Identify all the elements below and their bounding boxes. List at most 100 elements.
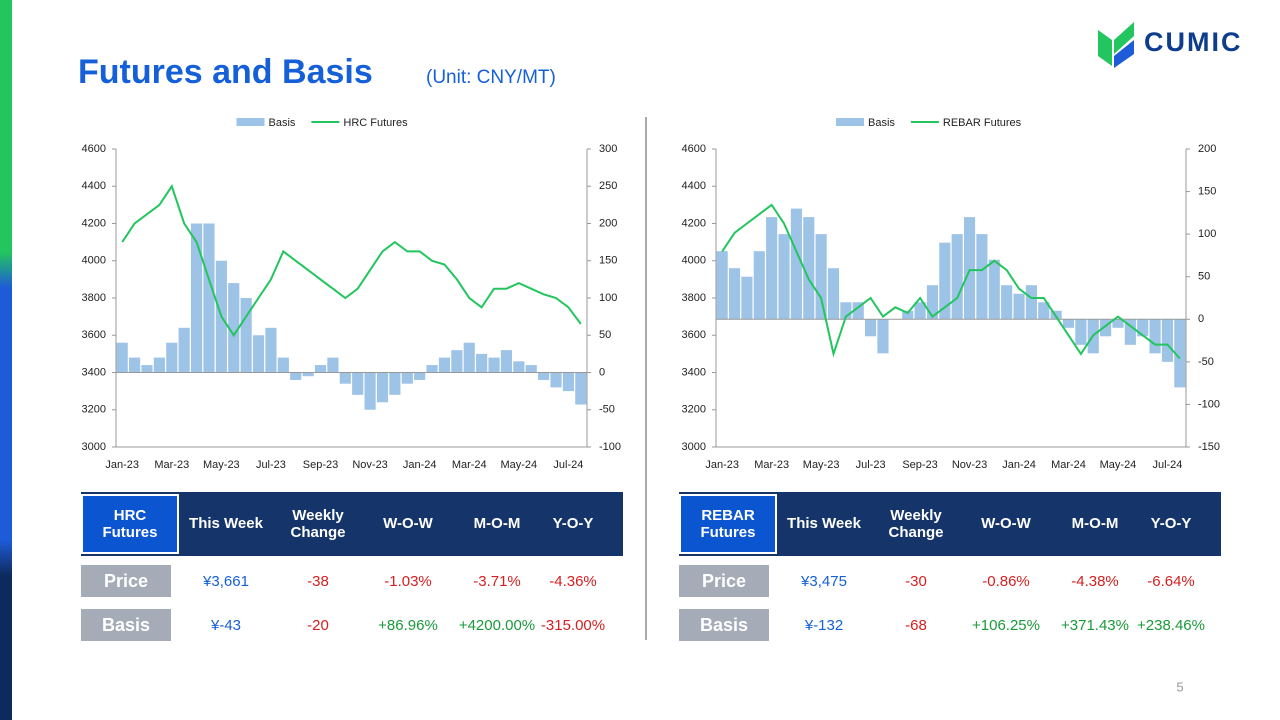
x-tick-label: May-23 (803, 459, 840, 471)
y2-tick-label: 150 (1198, 185, 1216, 197)
y-tick-label: 3200 (82, 404, 106, 416)
x-tick-label: Mar-24 (452, 459, 487, 471)
basis-bar (1149, 319, 1161, 354)
table-cell: -20 (307, 616, 329, 634)
basis-bar (963, 217, 976, 320)
x-tick-label: Jul-23 (856, 459, 886, 471)
y-tick-label: 4600 (682, 143, 706, 155)
y2-tick-label: 50 (599, 329, 611, 341)
basis-bar (803, 217, 815, 320)
x-tick-label: Sep-23 (902, 459, 937, 471)
basis-bar (1013, 293, 1025, 320)
table-header-cell: Weekly Change (290, 506, 346, 541)
basis-bar (203, 223, 215, 373)
x-tick-label: Mar-23 (154, 459, 189, 471)
basis-bar (414, 372, 426, 380)
row-label: Basis (81, 609, 171, 641)
basis-bar (190, 223, 203, 373)
basis-bar (1100, 319, 1112, 337)
y2-tick-label: -50 (599, 404, 615, 416)
futures-line (721, 203, 1181, 360)
basis-bar (166, 342, 178, 373)
basis-bar (778, 234, 790, 320)
basis-bar (840, 302, 852, 320)
y2-tick-label: 200 (599, 217, 617, 229)
basis-bar (902, 310, 914, 320)
basis-bar (290, 372, 302, 380)
table-cell: ¥3,661 (203, 572, 249, 590)
basis-bar (376, 372, 389, 403)
y-tick-label: 4400 (82, 180, 106, 192)
basis-bar (1075, 319, 1087, 345)
basis-bar (976, 234, 988, 320)
basis-bar (228, 283, 240, 373)
basis-bar (327, 357, 339, 373)
row-label: Price (81, 565, 171, 597)
y-tick-label: 3800 (82, 292, 106, 304)
x-tick-label: Jul-24 (553, 459, 583, 471)
table-cell: -30 (905, 572, 927, 590)
basis-bar (1001, 285, 1013, 320)
y2-tick-label: 100 (599, 292, 617, 304)
y2-tick-label: -50 (1198, 356, 1214, 368)
basis-bar (401, 372, 413, 384)
basis-bar (877, 319, 889, 354)
table-cell: +238.46% (1137, 616, 1205, 634)
table-cell: +4200.00% (458, 616, 536, 634)
y2-tick-label: 0 (1198, 313, 1204, 325)
y2-tick-label: -100 (1198, 398, 1220, 410)
basis-bar (352, 372, 364, 395)
logo-icon (1098, 22, 1134, 68)
basis-bar (716, 251, 728, 320)
x-tick-label: Nov-23 (352, 459, 387, 471)
basis-bar (865, 319, 877, 337)
y2-tick-label: 250 (599, 180, 617, 192)
x-tick-label: Jul-24 (1152, 459, 1182, 471)
legend-swatch (836, 118, 864, 126)
basis-bar (252, 335, 265, 373)
y2-tick-label: 0 (599, 366, 605, 378)
basis-bar (153, 357, 165, 373)
basis-bar (302, 372, 314, 377)
row-label: Basis (679, 609, 769, 641)
y2-tick-label: -100 (599, 441, 621, 453)
basis-bar (1124, 319, 1136, 345)
table-cell: -68 (905, 616, 927, 634)
basis-bar (1025, 285, 1037, 320)
y-tick-label: 4000 (82, 255, 106, 267)
basis-bar (914, 302, 926, 320)
y2-tick-label: 100 (1198, 228, 1216, 240)
title: Futures and Basis (78, 53, 373, 91)
legend-label: Basis (868, 117, 895, 129)
table-header-cell: Weekly Change (888, 506, 944, 541)
x-tick-label: Jan-24 (403, 459, 437, 471)
x-tick-label: Jan-24 (1002, 459, 1036, 471)
basis-bar (550, 372, 562, 388)
table-header-cell: W-O-W (383, 515, 433, 533)
y2-tick-label: -150 (1198, 441, 1220, 453)
x-tick-label: Jan-23 (705, 459, 739, 471)
table-cell: -38 (307, 572, 329, 590)
y-tick-label: 3400 (682, 366, 706, 378)
y2-tick-label: 300 (599, 143, 617, 155)
basis-bar (728, 268, 741, 320)
basis-bar (476, 353, 488, 373)
basis-bar (815, 234, 827, 320)
unit: (Unit: CNY/MT) (426, 67, 556, 88)
basis-bar (741, 276, 753, 320)
table-cell: -3.71% (473, 572, 521, 590)
basis-bar (525, 365, 537, 373)
y2-tick-label: 200 (1198, 143, 1216, 155)
basis-bar (116, 342, 128, 373)
table-header-cell: M-O-M (1071, 515, 1119, 533)
basis-bar (178, 327, 190, 373)
table-header-cell: M-O-M (473, 515, 521, 533)
basis-bar (240, 298, 252, 373)
table-header-cell: This Week (189, 515, 263, 533)
y2-tick-label: 50 (1198, 271, 1210, 283)
table-header-cell: W-O-W (981, 515, 1031, 533)
basis-bar (538, 372, 550, 380)
basis-bar (1137, 319, 1149, 337)
basis-bar (926, 285, 939, 320)
x-tick-label: Nov-23 (952, 459, 987, 471)
